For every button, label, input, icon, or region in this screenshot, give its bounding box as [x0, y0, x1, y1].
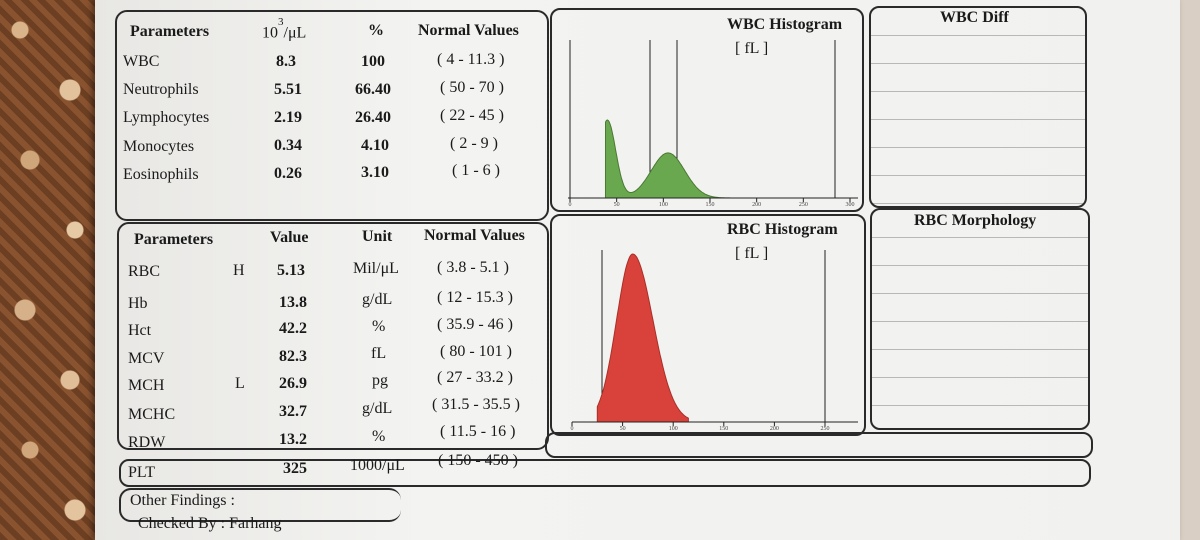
normal-range: ( 22 - 45 ): [440, 107, 504, 124]
pct-value: 26.40: [355, 109, 391, 126]
normal-range: ( 11.5 - 16 ): [440, 423, 516, 440]
other-findings-label: Other Findings :: [130, 492, 235, 509]
abs-value: 8.3: [276, 53, 296, 70]
value: 5.13: [277, 262, 305, 279]
normal-range: ( 150 - 450 ): [438, 452, 518, 469]
normal-range: ( 31.5 - 35.5 ): [432, 396, 520, 413]
value: 82.3: [279, 348, 307, 365]
unit: fL: [371, 345, 387, 362]
wbc-tick-label: 300: [846, 202, 855, 208]
rbc-histogram-title: RBC Histogram: [727, 221, 838, 238]
rbc-histogram-chart: 0 50 100 150 200 250: [571, 250, 858, 432]
param-name: Lymphocytes: [123, 109, 210, 126]
rbc-header-parameters: Parameters: [134, 231, 214, 248]
rbc-morphology-title: RBC Morphology: [914, 212, 1037, 229]
wbc-header-normal: Normal Values: [418, 22, 519, 39]
blank-row-box: [545, 432, 1093, 458]
normal-range: ( 50 - 70 ): [440, 79, 504, 96]
normal-range: ( 35.9 - 46 ): [437, 316, 513, 333]
flag: H: [233, 262, 245, 279]
param-name: Monocytes: [123, 138, 195, 155]
rbc-morphology-box: [870, 208, 1090, 430]
pct-value: 100: [361, 53, 385, 70]
pct-value: 66.40: [355, 81, 391, 98]
param-name: Eosinophils: [123, 166, 199, 183]
pct-value: 3.10: [361, 164, 389, 181]
rbc-header-unit: Unit: [362, 228, 393, 245]
wbc-histogram-chart: 0 50 100 150 200 250 300: [568, 40, 858, 208]
abs-value: 0.26: [274, 165, 302, 182]
param-name: RBC: [128, 263, 161, 280]
rbc-tick-label: 250: [821, 426, 830, 432]
param-name: Neutrophils: [123, 81, 199, 98]
rbc-tick-label: 150: [719, 426, 728, 432]
rbc-header-normal: Normal Values: [424, 227, 525, 244]
param-name: WBC: [123, 53, 160, 70]
normal-range: ( 2 - 9 ): [450, 135, 498, 152]
unit: 1000/μL: [350, 457, 405, 474]
value: 32.7: [279, 403, 307, 420]
value: 325: [283, 460, 307, 477]
param-name: MCHC: [128, 406, 176, 423]
table-surface: [1180, 0, 1200, 540]
param-name: Hct: [128, 322, 152, 339]
wbc-histogram-box: [550, 8, 864, 212]
flag: L: [235, 375, 245, 392]
unit: %: [372, 318, 386, 335]
wbc-tick-label: 100: [659, 202, 668, 208]
value: 42.2: [279, 320, 307, 337]
value: 13.2: [279, 431, 307, 448]
carpet-background: [0, 0, 100, 540]
checked-by-label: Checked By : Farhang: [138, 515, 282, 532]
wbc-header-unit: 103/μL: [262, 16, 307, 42]
rbc-histogram-box: [550, 214, 866, 436]
wbc-header-percent: %: [368, 22, 384, 39]
value: 13.8: [279, 294, 307, 311]
unit: pg: [372, 372, 388, 389]
param-name: MCH: [128, 377, 165, 394]
plt-row-box: [119, 459, 1091, 487]
abs-value: 0.34: [274, 137, 302, 154]
normal-range: ( 4 - 11.3 ): [437, 51, 505, 68]
unit: Mil/μL: [353, 260, 399, 277]
rbc-tick-label: 50: [620, 426, 626, 432]
normal-range: ( 1 - 6 ): [452, 162, 500, 179]
wbc-histogram-curve: [604, 119, 734, 199]
param-name: RDW: [128, 434, 166, 451]
rbc-histogram-unit: [ fL ]: [735, 245, 769, 262]
wbc-tick-label: 50: [614, 202, 620, 208]
rbc-histogram-curve: [596, 253, 689, 423]
abs-value: 2.19: [274, 109, 302, 126]
rbc-tick-label: 0: [571, 426, 574, 432]
unit: g/dL: [362, 291, 393, 308]
param-name: PLT: [128, 464, 155, 481]
unit: %: [372, 428, 386, 445]
normal-range: ( 80 - 101 ): [440, 343, 512, 360]
wbc-tick-label: 0: [569, 202, 572, 208]
normal-range: ( 3.8 - 5.1 ): [437, 259, 509, 276]
wbc-histogram-unit: [ fL ]: [735, 40, 769, 57]
pct-value: 4.10: [361, 137, 389, 154]
wbc-tick-label: 150: [706, 202, 715, 208]
rbc-header-value: Value: [270, 229, 309, 246]
wbc-diff-box: [869, 6, 1087, 208]
rbc-table-box: [117, 222, 549, 450]
wbc-table-box: [115, 10, 549, 221]
normal-range: ( 12 - 15.3 ): [437, 289, 513, 306]
normal-range: ( 27 - 33.2 ): [437, 369, 513, 386]
wbc-tick-label: 250: [799, 202, 808, 208]
param-name: MCV: [128, 350, 165, 367]
value: 26.9: [279, 375, 307, 392]
wbc-tick-label: 200: [752, 202, 761, 208]
unit: g/dL: [362, 400, 393, 417]
wbc-histogram-title: WBC Histogram: [727, 16, 843, 33]
other-findings-box: [119, 488, 401, 522]
rbc-tick-label: 100: [669, 426, 678, 432]
abs-value: 5.51: [274, 81, 302, 98]
param-name: Hb: [128, 295, 148, 312]
wbc-diff-title: WBC Diff: [940, 9, 1009, 26]
rbc-tick-label: 200: [770, 426, 779, 432]
wbc-header-parameters: Parameters: [130, 23, 210, 40]
